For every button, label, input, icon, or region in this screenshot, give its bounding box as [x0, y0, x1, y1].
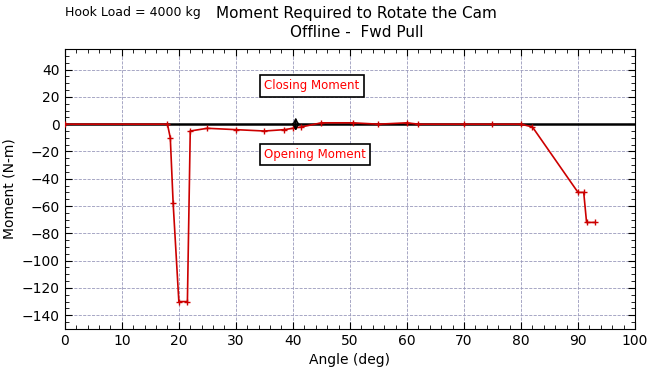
Y-axis label: Moment (N-m): Moment (N-m): [3, 139, 16, 239]
Text: Offline -  Fwd Pull: Offline - Fwd Pull: [290, 25, 423, 40]
Text: Hook Load = 4000 kg: Hook Load = 4000 kg: [65, 6, 200, 19]
X-axis label: Angle (deg): Angle (deg): [310, 353, 390, 367]
Text: Opening Moment: Opening Moment: [264, 148, 366, 161]
Text: Moment Required to Rotate the Cam: Moment Required to Rotate the Cam: [216, 6, 497, 21]
Text: Closing Moment: Closing Moment: [264, 79, 360, 93]
